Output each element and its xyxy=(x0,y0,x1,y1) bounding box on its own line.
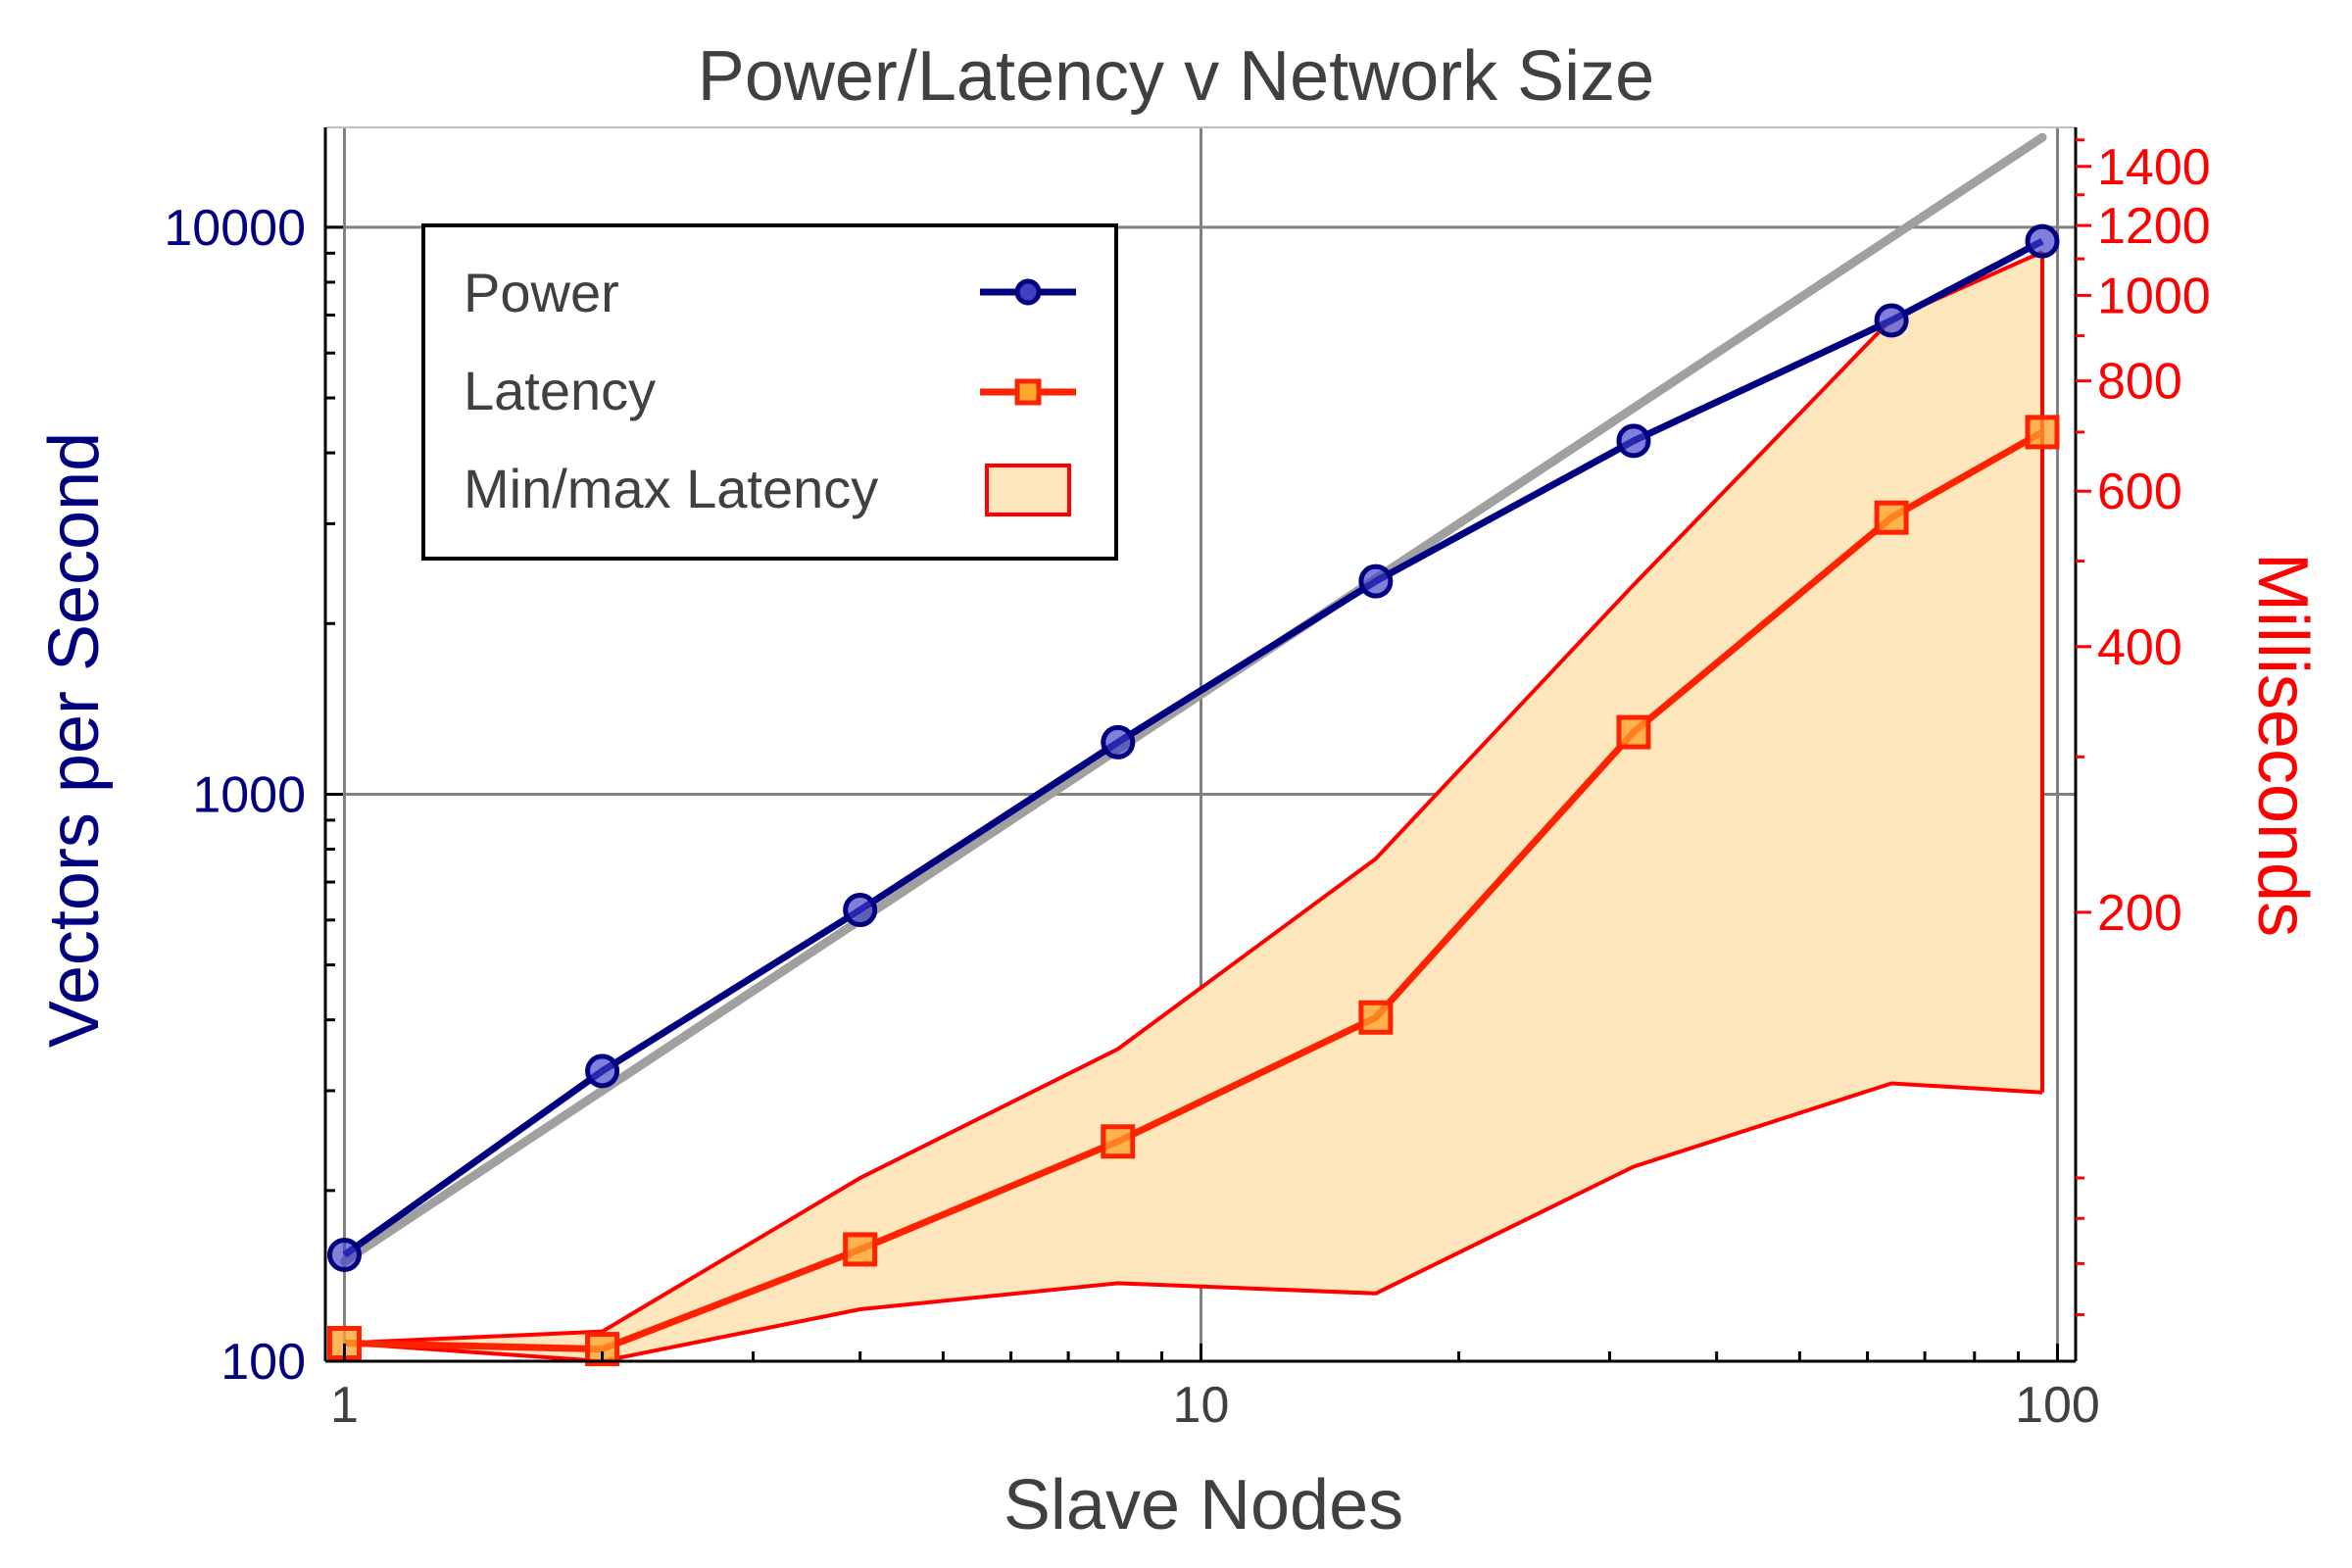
legend: Power Latency Min/max Latency xyxy=(421,223,1118,561)
power-line xyxy=(342,237,2044,1258)
power-marker xyxy=(1358,564,1394,599)
y-left-tick-label: 10000 xyxy=(164,200,306,257)
y-right-tick-label: 600 xyxy=(2097,464,2182,520)
y-right-tick-label: 1400 xyxy=(2097,139,2211,196)
x-tick-label: 1 xyxy=(330,1377,359,1434)
latency-marker xyxy=(1616,714,1651,750)
power-marker xyxy=(585,1054,620,1089)
power-marker xyxy=(1874,303,1909,338)
tick-labels: 1 10 100 100 1000 10000 200 400 600 800 1000 120014… xyxy=(164,139,2210,1434)
legend-label-power: Power xyxy=(464,262,619,323)
series-markers xyxy=(326,223,2060,1367)
x-tick-label: 100 xyxy=(2015,1377,2100,1434)
latency-marker xyxy=(2025,415,2060,450)
reference-line xyxy=(339,132,2047,1266)
min-latency-line xyxy=(344,1081,2043,1364)
power-marker xyxy=(843,893,878,928)
x-tick-label: 10 xyxy=(1173,1377,1230,1434)
series-lines xyxy=(342,237,2044,1353)
power-marker xyxy=(1616,423,1651,459)
y-right-tick-label: 800 xyxy=(2097,354,2182,411)
y-axis-label-left: Vectors per Second xyxy=(35,432,114,1048)
latency-marker xyxy=(1101,1124,1136,1159)
latency-range-area xyxy=(344,250,2044,1364)
chart-title: Power/Latency v Network Size xyxy=(698,37,1654,116)
minmax-area-fill xyxy=(344,252,2042,1362)
axes xyxy=(323,126,2091,1363)
y-axis-label-right: Milliseconds xyxy=(2243,553,2322,937)
y-left-tick-label: 1000 xyxy=(192,766,306,823)
legend-label-minmax-latency: Min/max Latency xyxy=(464,458,878,519)
legend-swatch-minmax-area xyxy=(985,464,1071,516)
max-latency-line xyxy=(344,250,2043,1346)
legend-swatch-latency-marker xyxy=(1014,378,1042,406)
power-marker xyxy=(2025,223,2060,259)
y-right-tick-label: 400 xyxy=(2097,619,2182,676)
legend-swatch-power-marker xyxy=(1014,278,1042,306)
latency-marker xyxy=(1358,1000,1394,1035)
ideal-scaling-line xyxy=(339,132,2047,1266)
power-marker xyxy=(1101,724,1136,760)
y-left-tick-label: 100 xyxy=(220,1334,306,1391)
y-right-tick-label: 200 xyxy=(2097,885,2182,942)
latency-marker xyxy=(1874,500,1909,535)
power-marker xyxy=(326,1238,362,1273)
x-axis-label: Slave Nodes xyxy=(1004,1466,1403,1544)
legend-label-latency: Latency xyxy=(464,360,656,421)
latency-line xyxy=(344,428,2044,1353)
y-right-tick-label: 1200 xyxy=(2097,198,2211,255)
y-right-tick-label: 1000 xyxy=(2097,268,2211,324)
latency-marker xyxy=(843,1232,878,1267)
